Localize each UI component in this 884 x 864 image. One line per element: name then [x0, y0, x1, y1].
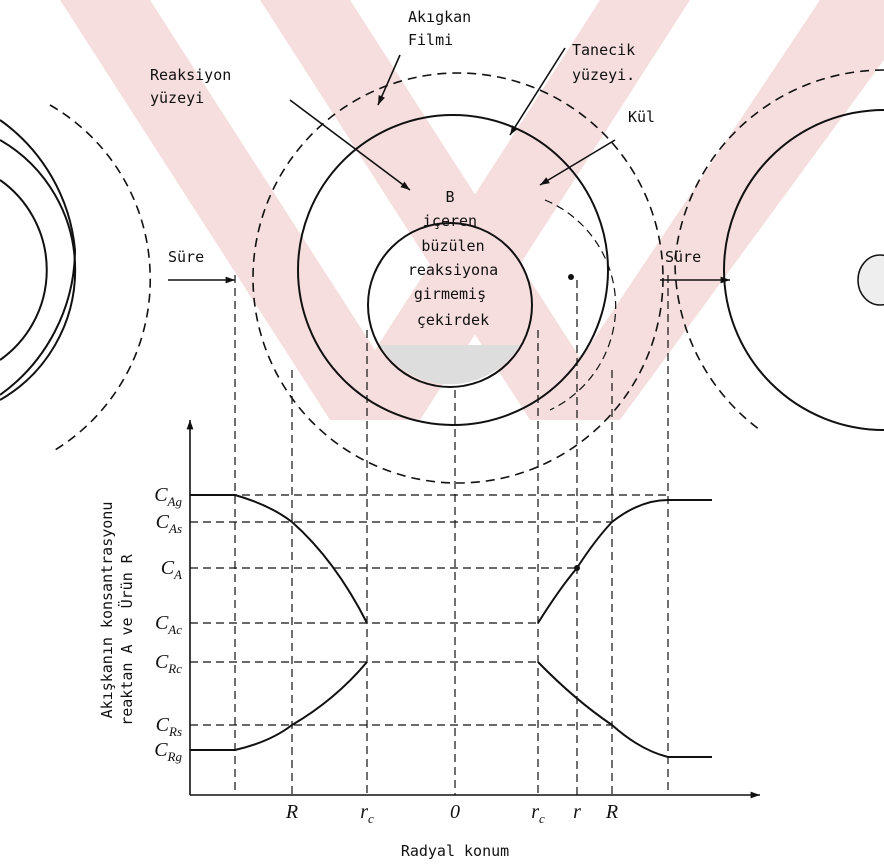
core-label: büzülen — [421, 237, 484, 255]
film-boundary — [50, 105, 150, 450]
y-label-subscript: Ag — [167, 494, 183, 509]
y-label-subscript: Rs — [168, 724, 182, 739]
y-label: CA — [161, 557, 182, 582]
core-label: girmemiş — [414, 285, 486, 303]
x-label: R — [605, 801, 618, 823]
y-label: CRs — [156, 714, 182, 739]
y-label-subscript: Rg — [167, 749, 183, 764]
x-label: r — [573, 801, 581, 823]
arrow-head — [751, 792, 760, 799]
y-label-subscript: Ac — [167, 622, 182, 637]
diagram: Akıgkan Filmi Reaksiyon yüzeyi Tanecik yüzeyi… — [0, 0, 884, 864]
particle-outline — [0, 180, 47, 360]
core-label: reaksiyona — [408, 261, 498, 279]
x-label-symbol: r — [573, 801, 581, 823]
x-label-subscript: c — [539, 811, 545, 826]
y-label: CRc — [155, 651, 182, 676]
arrow-head — [226, 277, 235, 284]
y-axis-title: reaktan A ve Ürün R — [117, 553, 136, 726]
arrow-head — [187, 420, 194, 429]
film-label: Akıgkan — [408, 8, 471, 26]
core-label: çekirdek — [417, 311, 489, 329]
curve-r — [538, 662, 712, 757]
x-label-symbol: R — [605, 801, 618, 823]
reaction-surface-label: yüzeyi — [150, 89, 204, 107]
x-label: rc — [531, 801, 545, 826]
y-axis-title: Akışkanın konsantrasyonu — [98, 502, 116, 719]
y-label-symbol: C — [154, 739, 168, 761]
x-label-symbol: 0 — [450, 801, 460, 823]
reaction-surface-label: Reaksiyon — [150, 66, 231, 84]
y-label: CAg — [154, 484, 182, 509]
x-label: R — [285, 801, 298, 823]
particle-surface-label: Tanecik — [572, 41, 635, 59]
core — [858, 255, 884, 305]
x-label-symbol: R — [285, 801, 298, 823]
y-label-symbol: C — [155, 651, 169, 673]
x-label: 0 — [450, 801, 460, 823]
x-label-symbol: r — [360, 801, 368, 823]
y-label: CAs — [156, 511, 182, 536]
x-label-subscript: c — [368, 811, 374, 826]
y-label-symbol: C — [154, 484, 168, 506]
core-label: B — [445, 188, 454, 206]
curve-a — [538, 500, 712, 623]
time-label: Süre — [168, 248, 204, 266]
y-label-symbol: C — [155, 612, 169, 634]
particle-outline — [0, 140, 75, 400]
point-ca — [574, 565, 580, 571]
y-label-subscript: As — [168, 521, 182, 536]
particle-surface-label: yüzeyi. — [572, 66, 635, 84]
y-label-symbol: C — [156, 714, 170, 736]
film-label: Filmi — [408, 31, 453, 49]
point-r — [568, 274, 574, 280]
time-label: Süre — [665, 248, 701, 266]
x-axis-title: Radyal konum — [401, 842, 509, 860]
curve-r — [190, 662, 367, 750]
x-label: rc — [360, 801, 374, 826]
core-label: içeren — [423, 212, 477, 230]
y-label-subscript: A — [173, 567, 182, 582]
y-label-symbol: C — [156, 511, 170, 533]
ash-label: Kül — [628, 108, 655, 126]
y-label: CRg — [154, 739, 182, 764]
x-label-symbol: r — [531, 801, 539, 823]
y-label-subscript: Rc — [167, 661, 182, 676]
y-label: CAc — [155, 612, 182, 637]
particle-outline — [0, 120, 75, 395]
curve-a — [190, 495, 367, 623]
y-label-symbol: C — [161, 557, 175, 579]
